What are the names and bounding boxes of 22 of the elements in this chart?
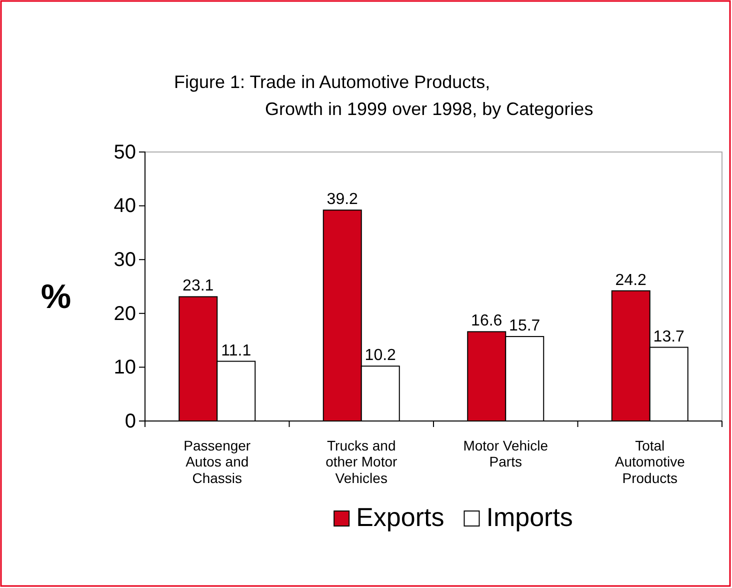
legend-label: Exports bbox=[356, 502, 444, 532]
data-label: 24.2 bbox=[615, 272, 647, 289]
y-tick-label: 10 bbox=[114, 356, 136, 379]
data-label: 16.6 bbox=[471, 312, 502, 330]
y-tick-label: 40 bbox=[114, 195, 136, 218]
data-label: 15.7 bbox=[509, 318, 540, 335]
data-label: 10.2 bbox=[364, 347, 396, 364]
y-tick-label: 30 bbox=[114, 249, 136, 271]
y-axis-title: % bbox=[40, 278, 72, 316]
data-label: 11.1 bbox=[221, 342, 252, 360]
legend-label: Imports bbox=[486, 502, 573, 532]
data-label: 13.7 bbox=[653, 328, 685, 346]
x-tick-label: Total Automotive Products bbox=[614, 438, 686, 486]
y-tick-label: 0 bbox=[124, 410, 136, 432]
x-tick-label: Trucks and other Motor Vehicles bbox=[326, 438, 398, 486]
data-label: 23.1 bbox=[182, 278, 214, 295]
x-tick-label: Motor Vehicle Parts bbox=[463, 438, 548, 470]
x-tick-label: Passenger Autos and Chassis bbox=[184, 438, 251, 486]
y-tick-label: 50 bbox=[114, 141, 136, 164]
y-tick-label: 20 bbox=[114, 302, 136, 325]
chart-title: Figure 1: Trade in Automotive Products, Growth in 1999 over 1998, by Categories bbox=[174, 72, 594, 119]
data-label: 39.2 bbox=[326, 191, 358, 208]
